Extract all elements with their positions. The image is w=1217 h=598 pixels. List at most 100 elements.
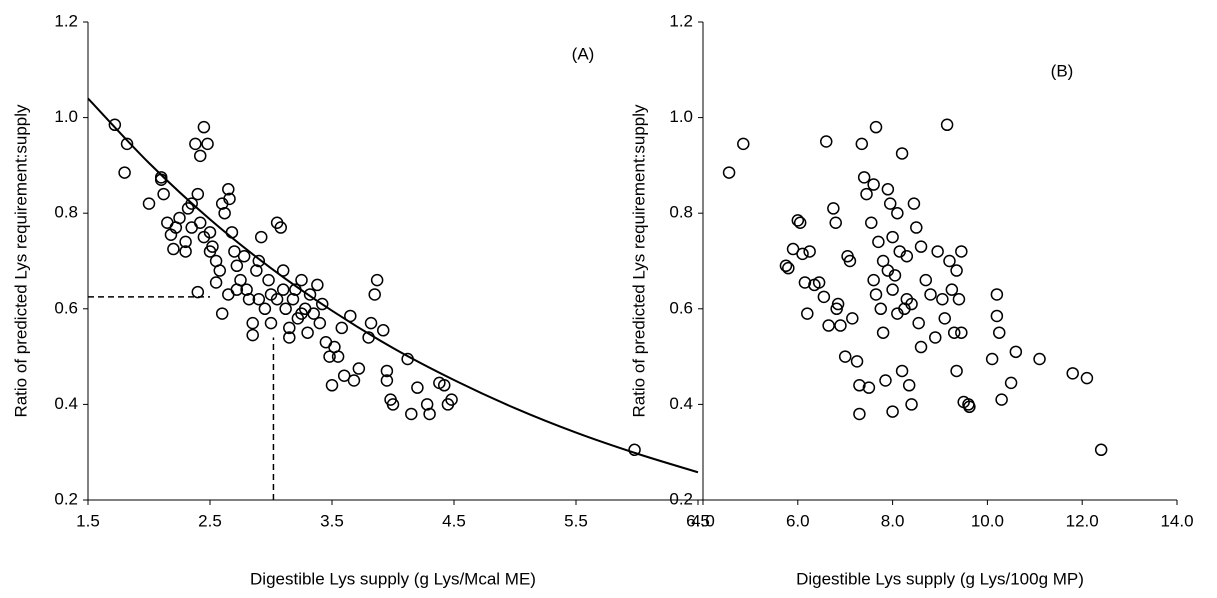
y-tick-label: 0.4 xyxy=(54,394,78,413)
data-point xyxy=(829,216,842,230)
data-point xyxy=(286,292,300,306)
data-point xyxy=(914,340,928,354)
data-point xyxy=(722,166,736,179)
data-point xyxy=(240,283,253,296)
data-point xyxy=(250,264,263,277)
x-tick-label: 5.5 xyxy=(564,511,588,530)
data-point xyxy=(264,316,278,330)
data-point xyxy=(209,276,223,289)
data-point xyxy=(405,407,418,421)
y-tick-label: 0.2 xyxy=(54,489,78,508)
data-point xyxy=(337,369,351,382)
data-point xyxy=(179,245,192,258)
data-point xyxy=(1009,345,1023,359)
y-axis-title: Ratio of predicted Lys requirement:suppl… xyxy=(11,104,30,418)
data-point xyxy=(782,261,795,275)
y-tick-label: 0.4 xyxy=(669,394,693,413)
data-point xyxy=(279,302,292,316)
data-point xyxy=(869,120,883,134)
data-point xyxy=(370,273,384,287)
data-point xyxy=(179,235,192,249)
data-point xyxy=(311,278,324,292)
data-point xyxy=(952,292,966,306)
x-tick-label: 10.0 xyxy=(971,511,1004,530)
data-point xyxy=(380,364,394,378)
data-point xyxy=(812,276,826,289)
data-point xyxy=(246,328,259,342)
data-point xyxy=(900,249,914,263)
data-point xyxy=(950,364,963,378)
data-point xyxy=(301,326,314,339)
data-point xyxy=(955,245,968,258)
data-point xyxy=(876,326,890,339)
data-point xyxy=(215,307,229,320)
data-point xyxy=(307,307,320,320)
data-point xyxy=(254,230,268,244)
data-point xyxy=(1066,367,1079,380)
data-point xyxy=(1033,352,1046,366)
data-point xyxy=(118,166,131,179)
data-point xyxy=(819,135,833,148)
data-point xyxy=(929,331,942,344)
data-point xyxy=(362,331,375,344)
data-point xyxy=(912,316,925,330)
data-point xyxy=(905,398,918,411)
x-tick-label: 4.0 xyxy=(691,511,715,530)
x-tick-label: 2.5 xyxy=(198,511,222,530)
data-point xyxy=(169,221,183,234)
data-point xyxy=(295,307,308,320)
data-point xyxy=(990,309,1004,323)
x-axis-title: Digestible Lys supply (g Lys/100g MP) xyxy=(796,569,1084,588)
data-point xyxy=(827,202,840,215)
data-point xyxy=(242,292,256,306)
data-point xyxy=(331,350,345,363)
data-point xyxy=(779,259,793,273)
data-point xyxy=(879,374,892,387)
data-point xyxy=(993,326,1006,339)
data-point xyxy=(801,307,814,320)
data-point xyxy=(246,316,259,330)
data-point xyxy=(325,379,339,392)
data-point xyxy=(830,302,843,316)
x-tick-label: 6.5 xyxy=(686,511,710,530)
data-point xyxy=(936,292,949,306)
data-point xyxy=(376,324,390,337)
data-point xyxy=(203,245,217,258)
data-point xyxy=(860,187,873,201)
data-point xyxy=(191,285,205,299)
data-point xyxy=(157,187,170,201)
data-point xyxy=(874,302,887,316)
y-tick-label: 1.2 xyxy=(669,11,693,30)
data-point xyxy=(838,350,852,363)
data-point xyxy=(313,316,327,330)
y-tick-label: 1.0 xyxy=(669,107,693,126)
y-tick-label: 0.6 xyxy=(669,298,693,317)
data-point xyxy=(213,264,227,277)
data-point xyxy=(990,288,1004,301)
data-point xyxy=(222,183,235,196)
data-point xyxy=(270,292,284,306)
data-point xyxy=(855,137,869,151)
data-point xyxy=(262,273,275,287)
data-point xyxy=(945,283,959,296)
y-tick-label: 0.6 xyxy=(54,298,78,317)
data-point xyxy=(963,400,976,414)
x-tick-label: 12.0 xyxy=(1066,511,1099,530)
data-point xyxy=(867,273,880,287)
x-tick-label: 3.5 xyxy=(320,511,344,530)
data-point xyxy=(142,197,156,210)
x-tick-label: 1.5 xyxy=(76,511,100,530)
data-point xyxy=(303,288,317,301)
data-point xyxy=(919,273,933,287)
data-point xyxy=(793,216,807,230)
data-point xyxy=(230,283,244,296)
data-point xyxy=(943,254,956,268)
data-point xyxy=(258,302,272,316)
data-point xyxy=(437,379,451,392)
data-point xyxy=(881,183,895,196)
data-point xyxy=(895,364,909,378)
data-point xyxy=(1080,371,1094,385)
x-axis-title: Digestible Lys supply (g Lys/Mcal ME) xyxy=(250,569,536,588)
data-point xyxy=(344,309,357,323)
